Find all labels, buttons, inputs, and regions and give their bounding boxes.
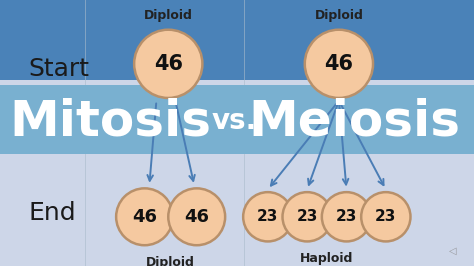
Text: 23: 23	[296, 209, 318, 224]
Ellipse shape	[283, 192, 332, 242]
Text: Diploid: Diploid	[146, 256, 195, 266]
Text: 46: 46	[184, 208, 209, 226]
Text: 46: 46	[324, 54, 354, 74]
Text: 46: 46	[132, 208, 157, 226]
Ellipse shape	[361, 192, 410, 242]
Text: End: End	[28, 201, 76, 225]
Text: ◁: ◁	[449, 245, 456, 255]
Ellipse shape	[134, 30, 202, 98]
Ellipse shape	[243, 192, 292, 242]
Text: 23: 23	[375, 209, 397, 224]
Ellipse shape	[116, 188, 173, 245]
Bar	[0, 0, 474, 80]
Text: 23: 23	[336, 209, 357, 224]
Text: 46: 46	[154, 54, 183, 74]
Text: Diploid: Diploid	[144, 9, 193, 22]
Text: Haploid: Haploid	[300, 252, 354, 265]
Text: Start: Start	[28, 57, 90, 81]
Text: Meiosis: Meiosis	[249, 97, 461, 145]
Text: vs.: vs.	[212, 107, 257, 135]
Bar	[0, 85, 474, 154]
Text: Diploid: Diploid	[314, 9, 364, 22]
Ellipse shape	[322, 192, 371, 242]
Text: 23: 23	[257, 209, 279, 224]
Ellipse shape	[168, 188, 225, 245]
Text: Mitosis: Mitosis	[9, 97, 211, 145]
Ellipse shape	[305, 30, 373, 98]
